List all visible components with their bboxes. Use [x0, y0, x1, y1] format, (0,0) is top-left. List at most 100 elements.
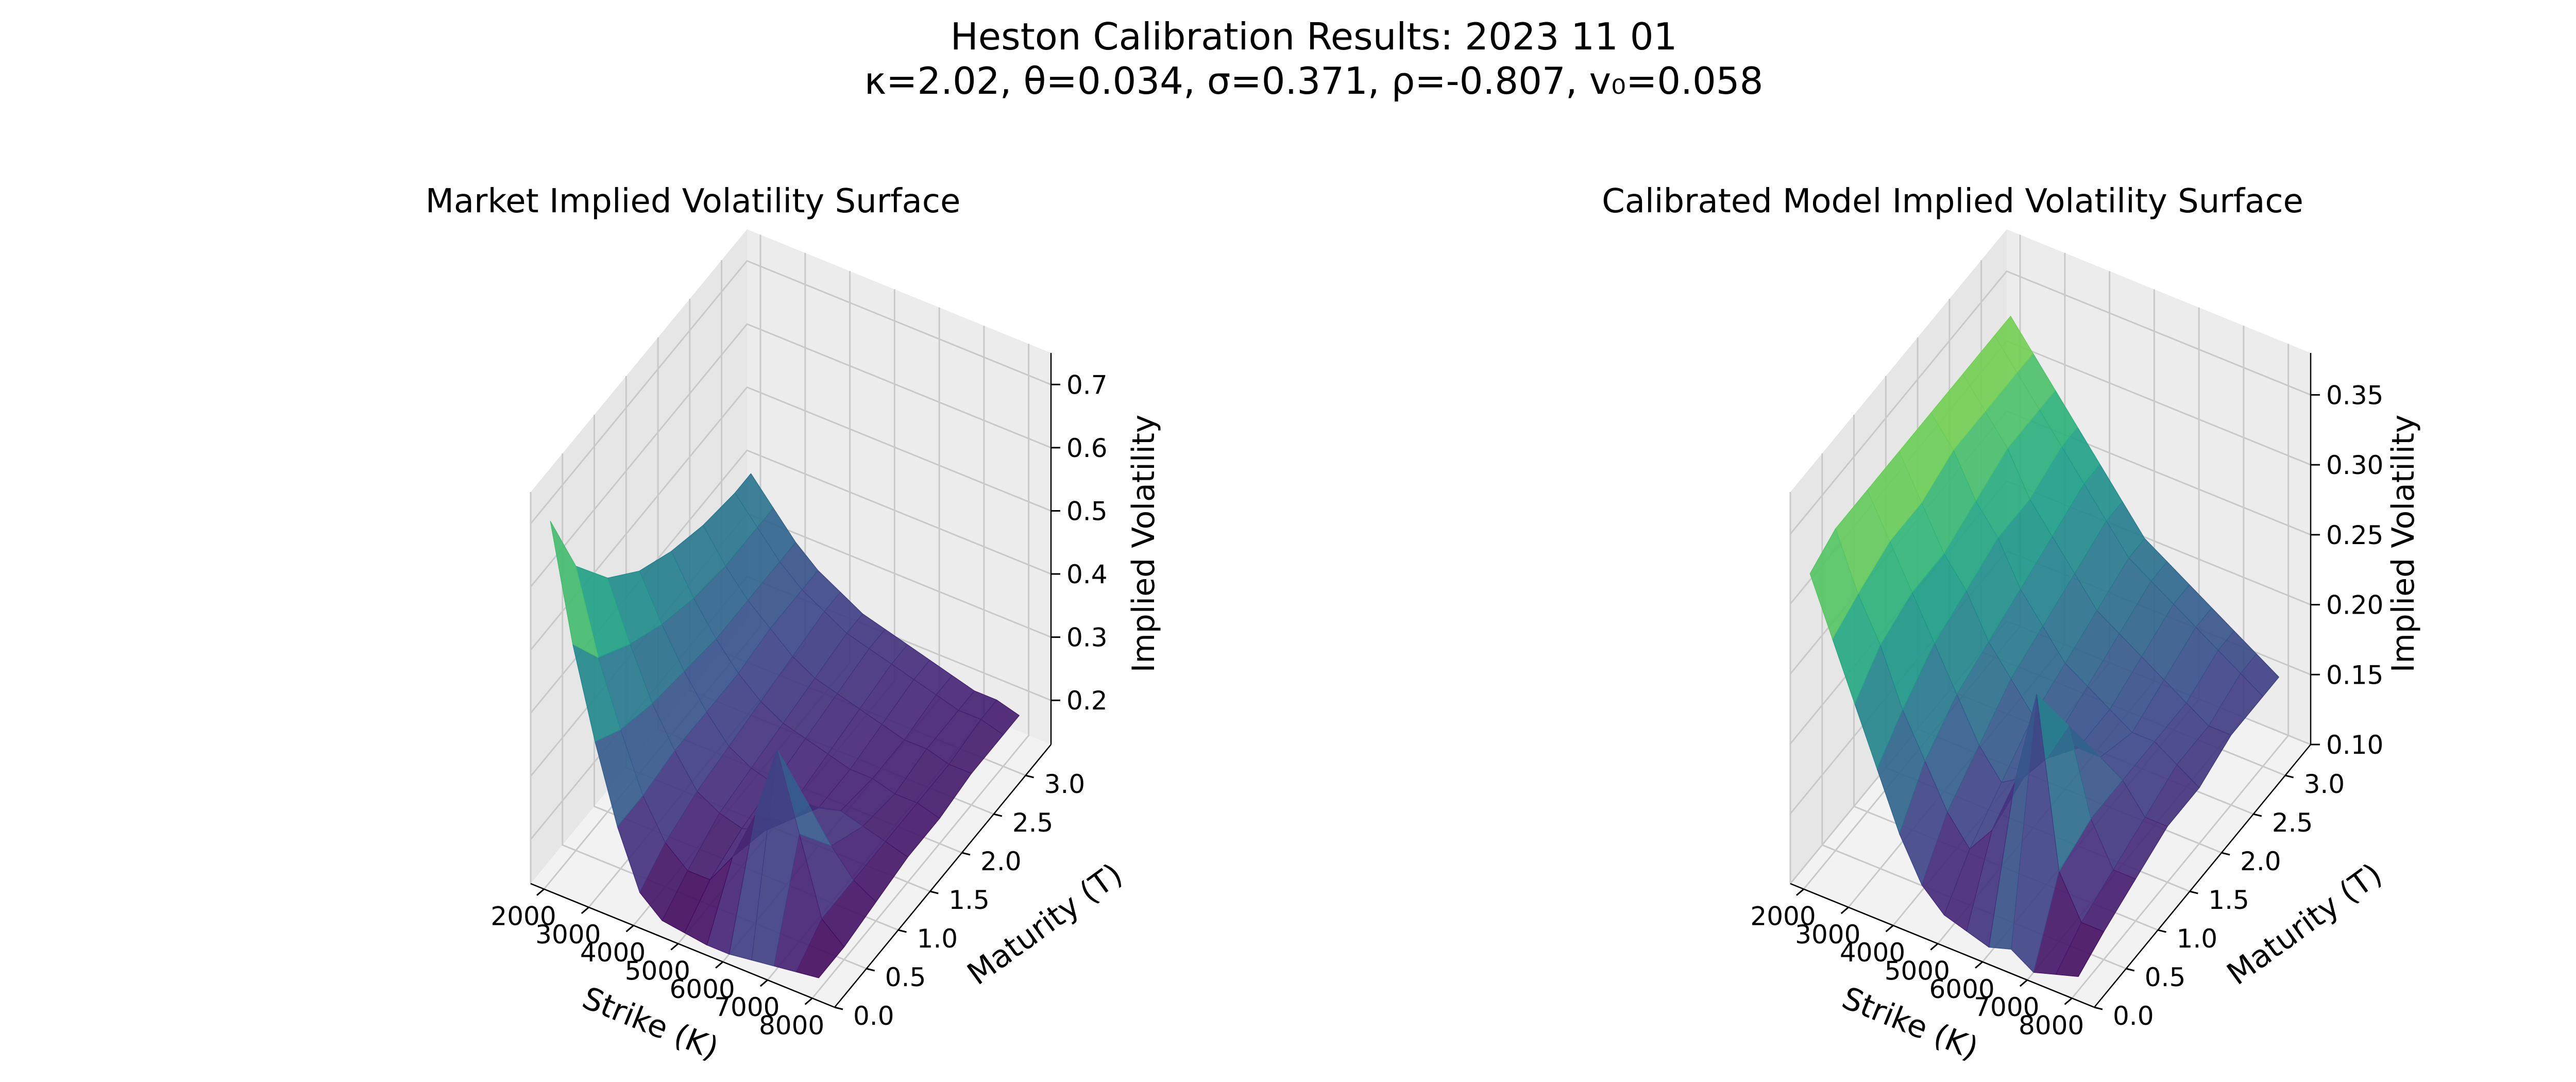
y-tick-label: 3.0 [1044, 769, 1086, 799]
y-tick-mark [2221, 852, 2230, 856]
x-tick-mark [715, 961, 724, 969]
z-tick-label: 0.7 [1066, 370, 1108, 400]
x-axis-line [530, 883, 835, 1008]
x-tick-label: 8000 [2019, 1010, 2084, 1040]
z-tick-label: 0.5 [1066, 496, 1108, 526]
x-tick-label: 2000 [490, 902, 556, 932]
y-tick-mark [2285, 774, 2294, 779]
z-tick-label: 0.2 [1066, 686, 1108, 716]
x-tick-label: 3000 [535, 920, 601, 950]
y-tick-mark [961, 852, 971, 856]
x-tick-label: 6000 [669, 974, 735, 1004]
y-tick-label: 0.0 [2113, 1001, 2154, 1031]
y-tick-label: 2.0 [2240, 847, 2281, 876]
grid-line-x [811, 344, 1030, 999]
chart-title: Market Implied Volatility Surface [426, 182, 961, 221]
iv-surface [550, 473, 1020, 978]
z-tick-label: 0.4 [1066, 560, 1108, 589]
surface-patch [1809, 528, 1858, 639]
x-tick-label: 2000 [1750, 902, 1816, 932]
z-axis-label: Implied Volatility [2385, 415, 2421, 673]
axis-lines [1790, 353, 2312, 1008]
x-tick-mark [2019, 979, 2028, 987]
x-tick-mark [2064, 998, 2073, 1005]
y-tick-label: 1.5 [948, 885, 990, 915]
x-tick-mark [1930, 943, 1939, 951]
figure-title: Heston Calibration Results: 2023 11 01 [951, 15, 1677, 58]
y-tick-mark [2126, 968, 2135, 972]
x-tick-mark [1885, 925, 1894, 933]
figure-subtitle-parameters: κ=2.02, θ=0.034, σ=0.371, ρ=-0.807, v₀=0… [865, 59, 1764, 103]
y-tick-mark [1025, 774, 1034, 779]
x-tick-label: 7000 [714, 992, 779, 1022]
x-tick-mark [1796, 888, 1805, 896]
y-axis-line [2094, 744, 2311, 1008]
y-axis-label: Maturity (T) [961, 856, 1129, 992]
surface-patch [550, 521, 599, 658]
x-tick-mark [1975, 961, 1984, 969]
x-tick-mark [581, 906, 589, 915]
x-tick-label: 4000 [580, 938, 646, 968]
left-wall-pane [531, 229, 747, 884]
z-tick-label: 0.15 [2326, 660, 2383, 690]
y-axis-label: Maturity (T) [2221, 856, 2389, 992]
y-tick-mark [2094, 1006, 2103, 1010]
y-tick-label: 1.5 [2208, 885, 2249, 915]
y-ticks: 0.0 0.5 1.0 1.5 2.0 2.5 3.0 [2094, 769, 2345, 1031]
x-tick-label: 7000 [1974, 992, 2039, 1022]
y-tick-label: 1.0 [917, 924, 958, 954]
y-tick-label: 3.0 [2304, 769, 2345, 799]
iv-surface [1809, 316, 2279, 977]
y-tick-mark [834, 1006, 843, 1010]
axis-lines [530, 353, 1052, 1008]
z-tick-label: 0.3 [1066, 623, 1108, 653]
x-tick-label: 6000 [1929, 974, 1994, 1004]
y-tick-label: 0.5 [2145, 962, 2186, 992]
grid-line-z [530, 260, 1052, 525]
x-tick-mark [804, 998, 813, 1005]
x-tick-label: 5000 [625, 956, 690, 986]
z-tick-label: 0.20 [2326, 590, 2383, 620]
x-tick-label: 3000 [1795, 920, 1860, 950]
z-ticks: 0.10 0.15 0.20 0.25 0.30 0.35 [2311, 380, 2383, 760]
y-tick-label: 2.5 [2272, 808, 2313, 838]
market-iv-surface-chart: Market Implied Volatility Surface 200030… [426, 182, 1162, 1067]
x-tick-mark [536, 888, 545, 896]
y-tick-label: 0.0 [853, 1001, 894, 1031]
x-tick-label: 8000 [759, 1010, 824, 1040]
x-axis-line [1790, 883, 2095, 1008]
z-tick-label: 0.25 [2326, 520, 2383, 550]
grid-line-z [1789, 270, 2311, 535]
z-tick-label: 0.10 [2326, 730, 2383, 760]
chart-title: Calibrated Model Implied Volatility Surf… [1602, 182, 2303, 221]
grid-line-z [530, 386, 1052, 651]
y-tick-mark [866, 968, 875, 972]
y-tick-label: 0.5 [885, 962, 926, 992]
x-tick-mark [625, 925, 634, 933]
x-tick-label: 4000 [1840, 938, 1905, 968]
x-tick-mark [759, 979, 768, 987]
y-ticks: 0.0 0.5 1.0 1.5 2.0 2.5 3.0 [834, 769, 1086, 1031]
grid-line-z [530, 323, 1052, 587]
y-tick-mark [929, 890, 939, 894]
y-tick-label: 2.0 [980, 847, 1022, 876]
y-tick-mark [2189, 890, 2198, 894]
y-tick-mark [2158, 929, 2166, 933]
z-ticks: 0.2 0.3 0.4 0.5 0.6 0.7 [1051, 370, 1108, 716]
z-tick-label: 0.35 [2326, 380, 2383, 410]
x-tick-mark [1840, 906, 1849, 915]
z-axis-label: Implied Volatility [1126, 415, 1162, 673]
y-tick-label: 2.5 [1012, 808, 1054, 838]
y-axis-line [834, 744, 1052, 1008]
x-tick-label: 5000 [1885, 956, 1950, 986]
y-tick-mark [993, 813, 1003, 817]
z-tick-label: 0.6 [1066, 433, 1108, 463]
y-tick-label: 1.0 [2177, 924, 2218, 954]
z-tick-label: 0.30 [2326, 450, 2383, 480]
y-tick-mark [2253, 813, 2262, 817]
model-iv-surface-chart: Calibrated Model Implied Volatility Surf… [1602, 182, 2421, 1067]
y-tick-mark [898, 929, 907, 933]
